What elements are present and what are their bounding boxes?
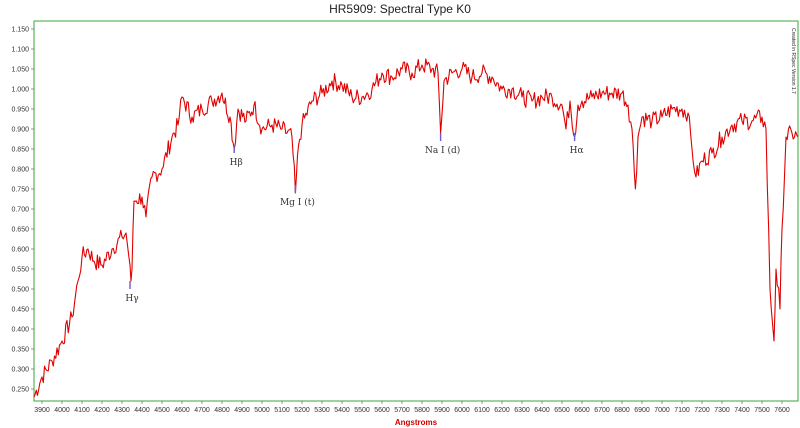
y-tick-label-7: 0.600 [11, 247, 29, 254]
x-tick-label-21: 6000 [454, 407, 470, 414]
x-tick-label-33: 7200 [694, 407, 710, 414]
x-tick-label-22: 6100 [474, 407, 490, 414]
x-tick-label-14: 5300 [314, 407, 330, 414]
y-tick-label-2: 0.350 [11, 347, 29, 354]
x-tick-label-18: 5700 [394, 407, 410, 414]
x-tick-label-35: 7400 [734, 407, 750, 414]
x-tick-label-15: 5400 [334, 407, 350, 414]
y-tick-label-17: 1.100 [11, 47, 29, 54]
x-tick-label-0: 3900 [34, 407, 50, 414]
x-tick-label-31: 7000 [654, 407, 670, 414]
annotation-label-4: Hα [570, 146, 584, 156]
chart-title: HR5909: Spectral Type K0 [329, 2, 471, 16]
line-annotations: Hγ Hβ Mg I (t) Na I (d) Hα [125, 133, 584, 304]
x-tick-label-7: 4600 [174, 407, 190, 414]
y-tick-label-5: 0.500 [11, 287, 29, 294]
y-tick-label-15: 1.000 [11, 87, 29, 94]
y-tick-label-11: 0.800 [11, 167, 29, 174]
y-tick-label-6: 0.550 [11, 267, 29, 274]
plot-frame [33, 20, 799, 402]
annotation-label-3: Na I (d) [425, 145, 460, 156]
x-axis: 3900 4000 4100 4200 4300 4400 4500 4600 4700 4800… [34, 401, 790, 414]
x-tick-label-24: 6300 [514, 407, 530, 414]
y-axis: 0.250 0.300 0.350 0.400 0.450 0.500 0.550 0.600… [11, 27, 34, 394]
x-tick-label-20: 5900 [434, 407, 450, 414]
x-tick-label-29: 6800 [614, 407, 630, 414]
y-tick-label-4: 0.450 [11, 307, 29, 314]
x-tick-label-26: 6500 [554, 407, 570, 414]
annotation-label-2: Mg I (t) [280, 197, 315, 208]
y-tick-label-10: 0.750 [11, 187, 29, 194]
x-tick-label-9: 4800 [214, 407, 230, 414]
x-tick-label-19: 5800 [414, 407, 430, 414]
y-tick-label-14: 0.950 [11, 107, 29, 114]
x-tick-label-32: 7100 [674, 407, 690, 414]
x-tick-label-16: 5500 [354, 407, 370, 414]
x-tick-label-4: 4300 [114, 407, 130, 414]
y-tick-label-9: 0.700 [11, 207, 29, 214]
x-tick-label-6: 4500 [154, 407, 170, 414]
x-tick-label-13: 5200 [294, 407, 310, 414]
x-tick-label-2: 4100 [74, 407, 90, 414]
x-axis-label: Angstroms [395, 418, 438, 427]
y-tick-label-1: 0.300 [11, 367, 29, 374]
x-tick-label-27: 6600 [574, 407, 590, 414]
x-tick-label-10: 4900 [234, 407, 250, 414]
x-tick-label-12: 5100 [274, 407, 290, 414]
x-tick-label-34: 7300 [714, 407, 730, 414]
x-tick-label-5: 4400 [134, 407, 150, 414]
y-tick-label-18: 1.150 [11, 27, 29, 34]
annotation-label-0: Hγ [125, 294, 138, 304]
y-tick-label-12: 0.850 [11, 147, 29, 154]
x-tick-label-1: 4000 [54, 407, 70, 414]
x-tick-label-28: 6700 [594, 407, 610, 414]
side-note: Created in RSpec Version 1.7 [790, 28, 796, 94]
annotation-label-1: Hβ [230, 158, 243, 168]
x-tick-label-37: 7600 [774, 407, 790, 414]
y-tick-label-13: 0.900 [11, 127, 29, 134]
x-tick-label-17: 5600 [374, 407, 390, 414]
x-tick-label-30: 6900 [634, 407, 650, 414]
x-tick-label-36: 7500 [754, 407, 770, 414]
x-tick-label-25: 6400 [534, 407, 550, 414]
spectrum-series-line [33, 58, 799, 398]
y-tick-label-0: 0.250 [11, 387, 29, 394]
x-tick-label-8: 4700 [194, 407, 210, 414]
x-tick-label-11: 5000 [254, 407, 270, 414]
y-tick-label-3: 0.400 [11, 327, 29, 334]
y-tick-label-16: 1.050 [11, 67, 29, 74]
y-tick-label-8: 0.650 [11, 227, 29, 234]
x-tick-label-23: 6200 [494, 407, 510, 414]
x-tick-label-3: 4200 [94, 407, 110, 414]
